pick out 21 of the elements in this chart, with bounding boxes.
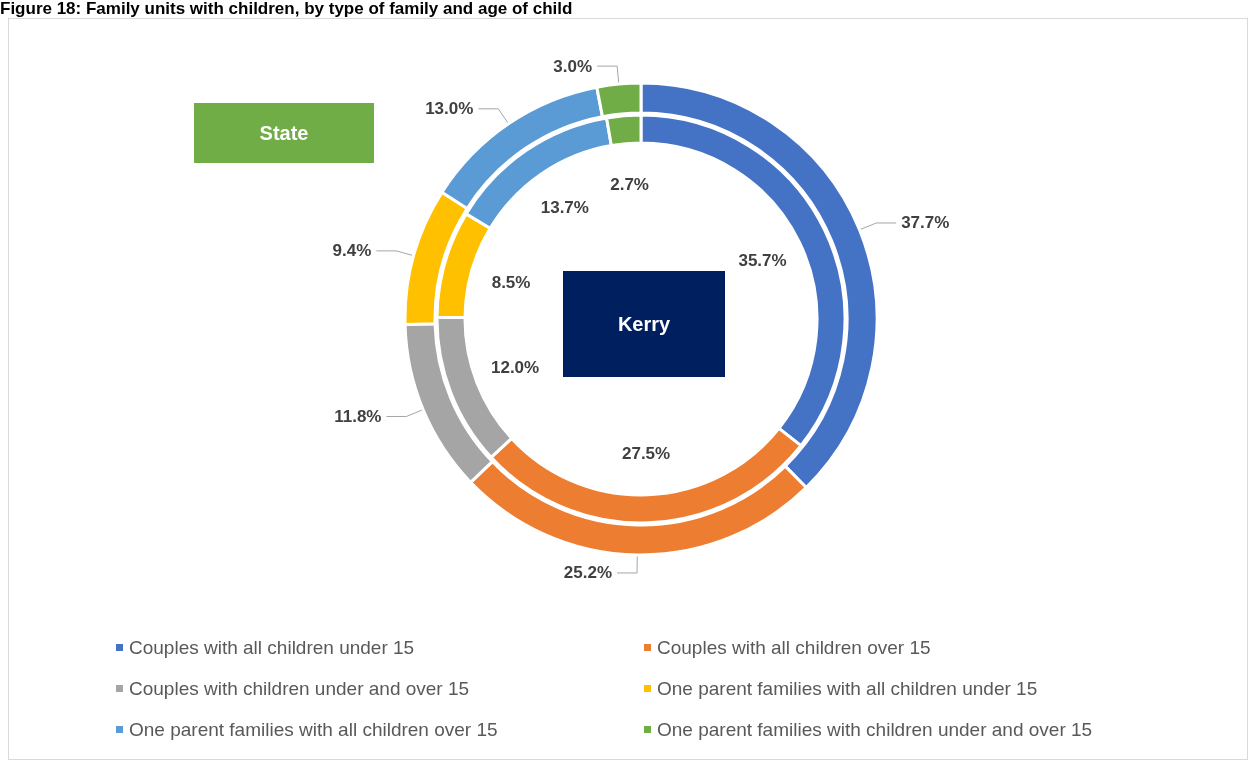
- data-label: 13.7%: [540, 198, 589, 218]
- legend-label: Couples with all children over 15: [657, 637, 931, 658]
- data-label: 35.7%: [738, 250, 787, 270]
- legend-label: Couples with all children under 15: [129, 637, 415, 658]
- data-label: 2.7%: [610, 174, 649, 194]
- data-label: 27.5%: [621, 444, 671, 464]
- data-label: 13.0%: [425, 99, 474, 119]
- data-label: 9.4%: [332, 241, 372, 261]
- legend-label: One parent families with children under and over 15: [657, 719, 1093, 740]
- data-label: 12.0%: [490, 358, 540, 378]
- legend-label: One parent families with all children over 15: [129, 719, 498, 740]
- text: Kerry: [617, 313, 671, 335]
- data-label: 11.8%: [334, 406, 382, 426]
- legend-label: Couples with children under and over 15: [129, 678, 470, 699]
- legend-label: One parent families with all children under 15: [657, 678, 1038, 699]
- text: State: [259, 122, 309, 144]
- data-label: 37.7%: [901, 213, 950, 233]
- data-label: 8.5%: [491, 272, 531, 292]
- chart-title: Figure 18: Family units with children, by type of family and age of child: [0, 0, 573, 19]
- data-label: 3.0%: [553, 56, 593, 76]
- data-label: 25.2%: [563, 563, 613, 583]
